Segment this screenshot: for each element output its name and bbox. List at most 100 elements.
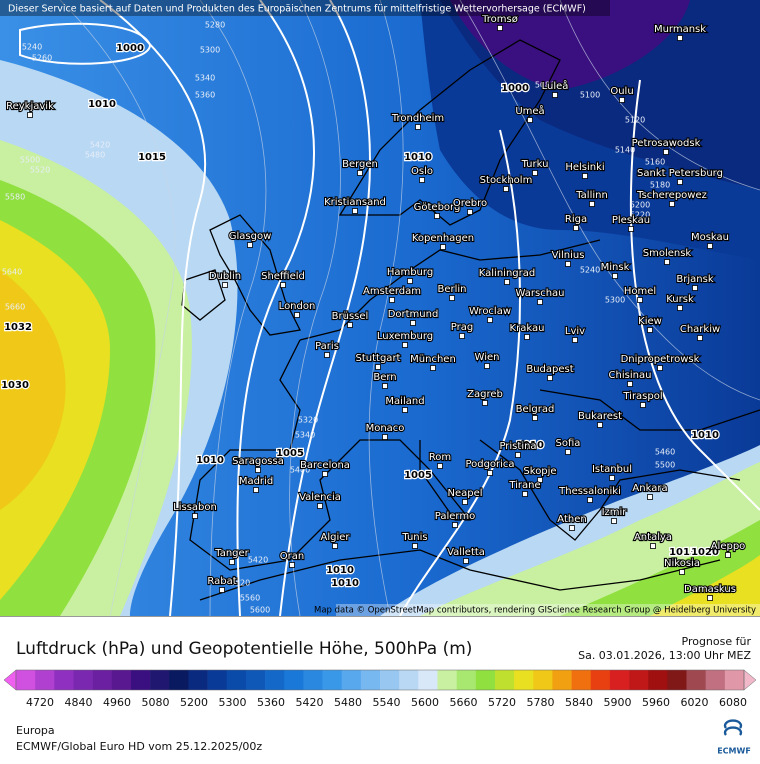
city-marker: [679, 569, 685, 575]
isobar: [399, 129, 521, 616]
city-label: Oulu: [610, 86, 633, 97]
city-label: Luxemburg: [377, 331, 433, 342]
legend-tick-label: 5300: [219, 696, 247, 709]
legend-tick-label: 5420: [296, 696, 324, 709]
city-marker: [515, 452, 521, 458]
city-label: Krakau: [510, 323, 545, 334]
city-label: Charkiw: [680, 324, 720, 335]
city-label: Paris: [315, 341, 339, 352]
city-label: Pleskau: [612, 215, 650, 226]
legend-tick-label: 5840: [565, 696, 593, 709]
city-label: Madrid: [239, 476, 273, 487]
city-marker: [434, 213, 440, 219]
city-label: Valencia: [299, 492, 341, 503]
city-marker: [627, 381, 633, 387]
city-label: Zagreb: [467, 389, 503, 400]
legend-tick-label: 5720: [488, 696, 516, 709]
legend-tick-label: 4720: [26, 696, 54, 709]
city-label: Bukarest: [578, 411, 622, 422]
city-label: Hamburg: [387, 267, 433, 278]
city-marker: [347, 322, 353, 328]
forecast-label: Prognose für: [682, 635, 752, 648]
height-label: 5660: [5, 303, 25, 312]
legend-swatch: [35, 670, 55, 690]
height-label: 5500: [655, 461, 675, 470]
city-marker: [647, 327, 653, 333]
city-label: Tiraspol: [622, 391, 662, 402]
city-label: London: [279, 301, 316, 312]
city-label: Berlin: [437, 284, 466, 295]
city-label: Tirane: [508, 480, 540, 491]
city-marker: [697, 335, 703, 341]
city-marker: [247, 242, 253, 248]
city-marker: [449, 295, 455, 301]
legend-swatch: [226, 670, 247, 690]
city-label: Aleppo: [711, 541, 746, 552]
legend-swatch: [73, 670, 93, 690]
city-marker: [357, 170, 363, 176]
city-label: Riga: [565, 214, 587, 225]
city-label: Turku: [521, 159, 549, 170]
city-marker: [389, 297, 395, 303]
city-label: Brjansk: [676, 274, 713, 285]
isobar: [99, 0, 207, 616]
pressure-label: 1005: [404, 470, 432, 481]
city-marker: [663, 149, 669, 155]
legend-tick-label: 5600: [411, 696, 439, 709]
height-label: 5320: [298, 416, 318, 425]
height-label: 5580: [5, 193, 25, 202]
city-marker: [253, 487, 259, 493]
city-label: Mailand: [385, 396, 424, 407]
city-marker: [322, 471, 328, 477]
height-label: 5520: [30, 166, 50, 175]
city-label: Dortmund: [388, 309, 439, 320]
legend-arrow-high: [743, 669, 757, 691]
height-lines: [59, 0, 760, 616]
height-label: 5280: [205, 21, 225, 30]
city-marker: [415, 124, 421, 130]
legend-swatch: [284, 670, 304, 690]
city-marker: [597, 422, 603, 428]
city-label: München: [410, 354, 456, 365]
city-marker: [532, 170, 538, 176]
city-label: Valletta: [447, 547, 485, 558]
city-label: Palermo: [435, 511, 475, 522]
city-label: Helsinki: [565, 162, 604, 173]
model: ECMWF/Global Euro HD vom 25.12.2025/00z: [16, 740, 262, 753]
isobar: [236, 0, 315, 616]
pressure-label: 1010: [88, 99, 116, 110]
city-label: Rom: [429, 452, 451, 463]
pressure-label: 1015: [138, 152, 166, 163]
legend-swatch: [629, 670, 649, 690]
city-label: Saragossa: [232, 456, 284, 467]
band: [0, 270, 66, 510]
city-marker: [522, 491, 528, 497]
pressure-label: 1005: [276, 448, 304, 459]
height-label: 5500: [20, 156, 40, 165]
city-label: Moskau: [691, 232, 729, 243]
city-label: Monaco: [366, 423, 405, 434]
coast-africa: [199, 549, 721, 601]
legend-swatch: [648, 670, 668, 690]
city-label: Sofia: [556, 438, 581, 449]
city-label: Luleå: [542, 79, 569, 92]
city-marker: [707, 595, 713, 601]
legend-tick-label: 5360: [257, 696, 285, 709]
legend-tick-label: 5780: [527, 696, 555, 709]
city-label: Belgrad: [516, 404, 555, 415]
coast-ie: [181, 269, 226, 321]
city-marker: [482, 400, 488, 406]
forecast-time: Sa. 03.01.2026, 13:00 Uhr MEZ: [578, 649, 751, 662]
legend-swatch: [150, 670, 170, 690]
city-marker: [565, 261, 571, 267]
city-marker: [229, 559, 235, 565]
height-label: 5480: [85, 151, 105, 160]
city-label: Bern: [373, 372, 396, 383]
city-label: Damaskus: [684, 584, 736, 595]
pressure-label: 1030: [1, 380, 29, 391]
city-label: Istanbul: [592, 464, 632, 475]
pressure-labels: 1032 1030 1015 1010 1000 1010 1010 1005 1000 1010…: [0, 42, 720, 591]
height-label: 5600: [250, 606, 270, 615]
